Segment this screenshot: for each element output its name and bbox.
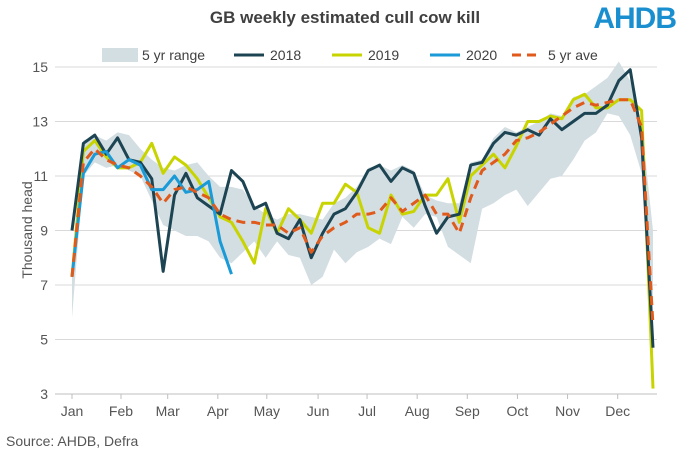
ahdb-logo: AHDB xyxy=(593,2,677,35)
x-tick-label: Jan xyxy=(61,403,84,419)
x-tick-label: Dec xyxy=(605,403,630,419)
x-tick-label: Jun xyxy=(307,403,330,419)
range-band xyxy=(72,61,653,381)
y-axis-label: Thousand head xyxy=(19,181,35,278)
y-tick-label: 3 xyxy=(40,386,48,402)
source-note: Source: AHDB, Defra xyxy=(6,433,139,449)
series-line-2019 xyxy=(70,92,655,389)
y-tick-label: 13 xyxy=(32,114,48,130)
legend-label: 2019 xyxy=(368,47,399,63)
x-tick-label: Nov xyxy=(555,403,580,419)
series-line-2018 xyxy=(70,68,655,348)
x-tick-label: Oct xyxy=(507,403,529,419)
x-tick-label: Mar xyxy=(156,403,180,419)
y-tick-label: 9 xyxy=(40,223,48,239)
chart-title: GB weekly estimated cull cow kill xyxy=(209,8,481,27)
x-tick-label: Feb xyxy=(109,403,133,419)
series-line-5-yr-ave xyxy=(70,98,655,326)
legend-label: 2018 xyxy=(270,47,301,63)
y-tick-label: 11 xyxy=(33,168,48,184)
legend-label: 5 yr ave xyxy=(548,47,598,63)
legend-swatch-range xyxy=(102,48,138,62)
y-tick-label: 5 xyxy=(40,332,48,348)
x-tick-label: Aug xyxy=(405,403,430,419)
x-tick-label: Jul xyxy=(358,403,376,419)
x-tick-label: Apr xyxy=(207,403,229,419)
y-tick-label: 15 xyxy=(32,59,48,75)
legend-label: 2020 xyxy=(466,47,497,63)
x-tick-label: Sep xyxy=(455,403,480,419)
legend-label: 5 yr range xyxy=(142,47,205,63)
x-tick-label: May xyxy=(254,403,280,419)
y-tick-label: 7 xyxy=(40,277,48,293)
